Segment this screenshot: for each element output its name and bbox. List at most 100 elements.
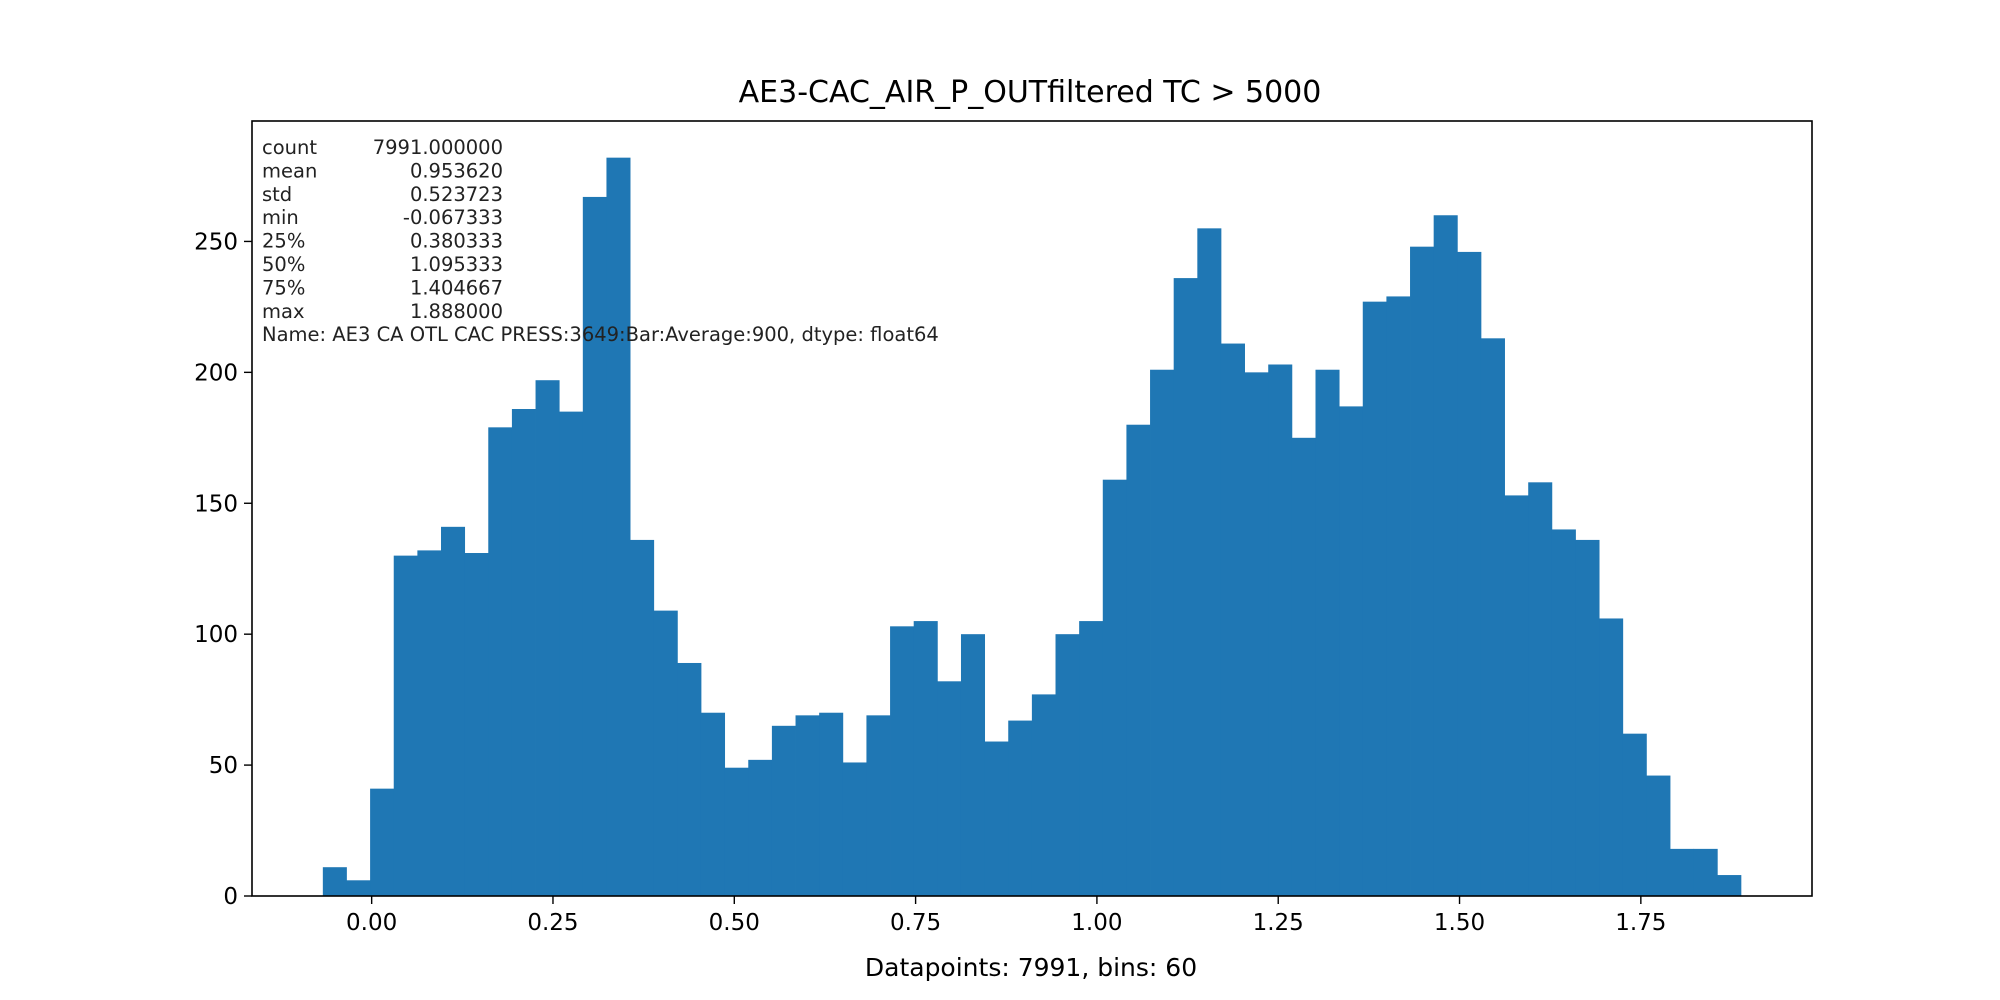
histogram-bar bbox=[1079, 621, 1104, 896]
stats-value: 0.523723 bbox=[410, 183, 503, 206]
histogram-bar bbox=[984, 741, 1009, 896]
histogram-bar bbox=[913, 621, 938, 896]
y-tick-label: 250 bbox=[194, 229, 238, 255]
histogram-bar bbox=[1291, 437, 1316, 896]
histogram-bar bbox=[1386, 296, 1411, 896]
histogram-bar bbox=[1622, 733, 1647, 896]
histogram-bar bbox=[1055, 634, 1080, 896]
histogram-bar bbox=[559, 411, 584, 896]
histogram-bar bbox=[488, 427, 513, 896]
histogram-bar bbox=[1008, 720, 1033, 896]
stats-annotation: count 7991.000000 mean 0.953620 std 0.523723 m… bbox=[262, 136, 939, 346]
histogram-bar bbox=[700, 712, 726, 896]
bars-layer bbox=[322, 157, 1742, 897]
histogram-bar bbox=[1126, 424, 1151, 896]
stats-key: mean bbox=[262, 159, 317, 182]
histogram-bar bbox=[724, 767, 749, 896]
histogram-bar bbox=[393, 555, 418, 896]
histogram-bar bbox=[417, 550, 442, 896]
histogram-bar bbox=[1031, 694, 1056, 896]
histogram-bar bbox=[370, 788, 395, 896]
stats-value: 7991.000000 bbox=[373, 136, 503, 159]
histogram-bar bbox=[771, 725, 796, 896]
histogram-bar bbox=[819, 712, 844, 896]
x-tick-label: 0.50 bbox=[709, 910, 760, 936]
x-tick-label: 0.75 bbox=[890, 910, 941, 936]
histogram-bar bbox=[1551, 529, 1576, 896]
y-tick-label: 200 bbox=[194, 360, 238, 386]
plot-frame bbox=[251, 120, 1813, 897]
histogram-bar bbox=[1197, 228, 1222, 897]
histogram-bar bbox=[441, 526, 466, 896]
histogram-bar bbox=[937, 681, 962, 896]
stats-value: 0.380333 bbox=[410, 230, 503, 253]
stats-value: 1.095333 bbox=[410, 253, 503, 276]
x-tick-label: 1.50 bbox=[1434, 910, 1485, 936]
stats-key: max bbox=[262, 300, 305, 323]
histogram-bar bbox=[748, 759, 773, 896]
x-axis: 0.00 0.25 0.50 0.75 1.00 1.25 1.50 1.75 bbox=[346, 896, 1666, 936]
histogram-bar bbox=[653, 610, 678, 896]
stats-footer: Name: AE3 CA OTL CAC PRESS:3649:Bar:Aver… bbox=[262, 323, 939, 346]
histogram-bar bbox=[1528, 482, 1553, 896]
histogram-bar bbox=[1575, 539, 1600, 896]
stats-key: min bbox=[262, 206, 299, 229]
x-axis-label: Datapoints: 7991, bins: 60 bbox=[865, 953, 1197, 982]
histogram-bar bbox=[1480, 338, 1505, 896]
stats-key: std bbox=[262, 183, 292, 206]
x-tick-label: 0.25 bbox=[527, 910, 578, 936]
chart-title: AE3-CAC_AIR_P_OUTfiltered TC > 5000 bbox=[739, 75, 1322, 110]
histogram-bar bbox=[1693, 848, 1718, 896]
y-axis: 0 50 100 150 200 250 bbox=[194, 229, 252, 910]
histogram-bar bbox=[842, 762, 867, 896]
histogram-bar bbox=[866, 715, 891, 896]
y-tick-label: 150 bbox=[194, 491, 238, 517]
histogram-bar bbox=[535, 380, 560, 897]
y-tick-label: 0 bbox=[223, 884, 238, 910]
histogram-bar bbox=[1646, 775, 1671, 896]
histogram-bar bbox=[1173, 278, 1198, 896]
histogram-bar bbox=[1339, 406, 1364, 896]
y-tick-label: 50 bbox=[209, 753, 238, 779]
histogram-bar bbox=[795, 715, 820, 896]
histogram-bar bbox=[1670, 848, 1695, 896]
x-tick-label: 0.00 bbox=[346, 910, 397, 936]
stats-value: 1.404667 bbox=[410, 276, 503, 299]
histogram-bar bbox=[606, 157, 631, 897]
histogram-bar bbox=[1315, 369, 1340, 896]
histogram-bar bbox=[464, 553, 489, 896]
stats-key: count bbox=[262, 136, 317, 159]
x-tick-label: 1.00 bbox=[1071, 910, 1122, 936]
stats-value: 1.888000 bbox=[410, 300, 503, 323]
x-tick-label: 1.25 bbox=[1253, 910, 1304, 936]
histogram-bar bbox=[1410, 246, 1435, 897]
histogram-bar bbox=[1150, 369, 1175, 896]
histogram-bar bbox=[1433, 215, 1458, 896]
histogram-bar bbox=[890, 626, 915, 896]
histogram-bar bbox=[630, 539, 655, 896]
histogram-bar bbox=[346, 880, 371, 896]
histogram-bar bbox=[1244, 372, 1269, 897]
x-tick-label: 1.75 bbox=[1615, 910, 1666, 936]
histogram-bar bbox=[1717, 875, 1742, 896]
histogram-bar bbox=[511, 409, 536, 896]
stats-value: 0.953620 bbox=[410, 159, 503, 182]
histogram-bar bbox=[1457, 251, 1482, 896]
histogram-bar bbox=[1220, 343, 1245, 897]
stats-key: 25% bbox=[262, 230, 305, 253]
histogram-bar bbox=[960, 634, 986, 896]
histogram-bar bbox=[322, 867, 347, 896]
histogram-bar bbox=[1362, 301, 1387, 896]
histogram-bar bbox=[1504, 495, 1529, 896]
stats-value: -0.067333 bbox=[403, 206, 503, 229]
stats-key: 50% bbox=[262, 253, 305, 276]
histogram-bar bbox=[677, 662, 702, 896]
y-tick-label: 100 bbox=[194, 622, 238, 648]
histogram-bar bbox=[1599, 618, 1624, 896]
histogram-bar bbox=[1268, 364, 1293, 897]
stats-key: 75% bbox=[262, 276, 305, 299]
histogram-bar bbox=[582, 196, 607, 896]
histogram-bar bbox=[1102, 479, 1127, 896]
